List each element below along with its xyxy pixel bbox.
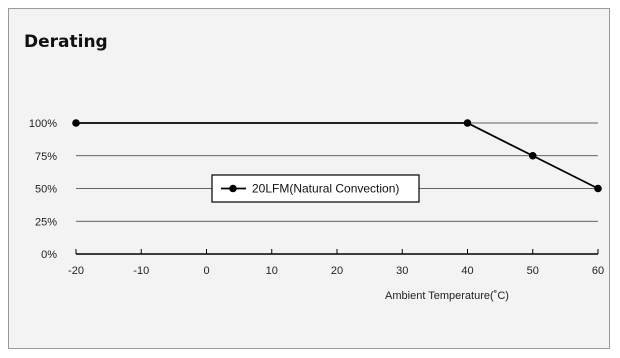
- legend-box: [211, 174, 420, 203]
- x-tick-labels: -20 -10 0 10 20 30 40 50 60: [68, 265, 604, 277]
- x-tick-label: 40: [461, 265, 473, 277]
- legend: 20LFM(Natural Convection): [211, 174, 420, 203]
- legend-marker: [229, 184, 237, 193]
- data-point: [528, 151, 537, 160]
- axes: [75, 249, 599, 255]
- x-tick-label: 10: [266, 265, 278, 277]
- gridlines: [76, 122, 598, 222]
- x-tick-label: 60: [592, 265, 604, 277]
- y-tick-label: 25%: [35, 216, 57, 228]
- x-tick-label: 0: [203, 265, 209, 277]
- chart-title: Derating: [24, 32, 108, 52]
- y-tick-label: 75%: [35, 151, 57, 163]
- series-line: [76, 122, 599, 190]
- series-layer: [72, 119, 602, 193]
- x-tick-label: 50: [527, 265, 539, 277]
- x-tick-label: -10: [133, 265, 149, 277]
- y-tick-label: 100%: [29, 118, 57, 130]
- x-tick-label: 20: [331, 265, 343, 277]
- data-point: [463, 119, 472, 127]
- y-tick-label: 50%: [35, 184, 57, 196]
- data-point: [72, 119, 80, 127]
- x-axis-label: Ambient Temperature(˚C): [385, 290, 509, 302]
- x-tick-label: 30: [396, 265, 408, 277]
- y-tick-label: 0%: [41, 249, 57, 261]
- y-tick-labels: 0% 25% 50% 75% 100%: [29, 118, 57, 261]
- x-tick-label: -20: [68, 265, 84, 277]
- data-point: [594, 184, 602, 193]
- legend-label: 20LFM(Natural Convection): [252, 182, 399, 196]
